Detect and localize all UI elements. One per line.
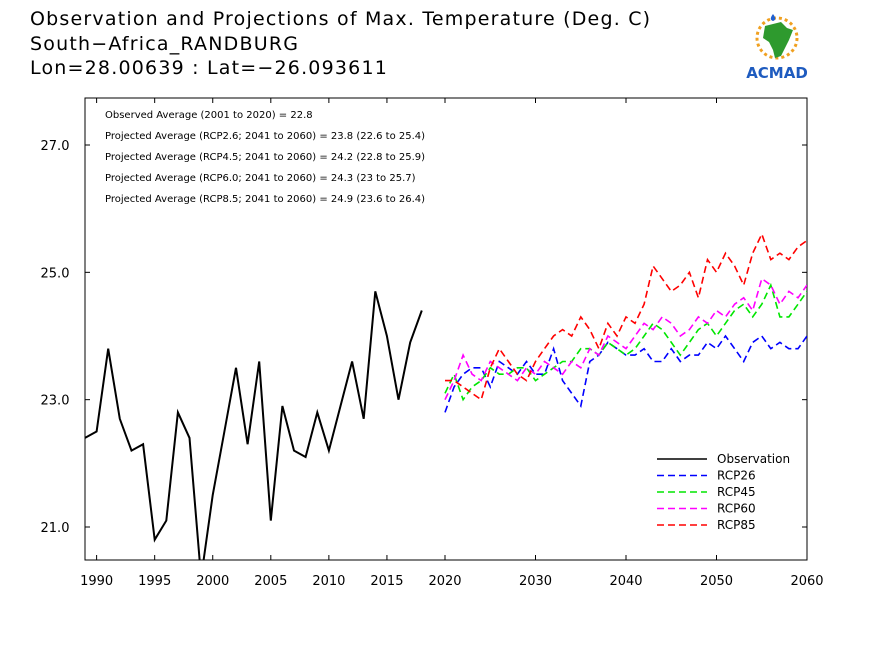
x-tick-label: 1990 — [80, 574, 113, 589]
x-tick-label: 2015 — [370, 574, 403, 589]
chart-title: Observation and Projections of Max. Temp… — [30, 8, 652, 30]
series-line-rcp85 — [445, 232, 807, 402]
station-coordinates: Lon=28.00639 : Lat=−26.093611 — [30, 57, 389, 79]
stat-line: Projected Average (RCP2.6; 2041 to 2060)… — [105, 131, 425, 142]
x-tick-label: 2000 — [196, 574, 229, 589]
x-tick-label: 1995 — [138, 574, 171, 589]
legend-label: Observation — [717, 452, 790, 466]
legend-label: RCP60 — [717, 502, 756, 516]
y-tick-label: 25.0 — [41, 266, 70, 281]
acmad-logo: ACMAD — [746, 14, 808, 82]
legend-label: RCP45 — [717, 485, 756, 499]
series-line-rcp45 — [444, 282, 807, 402]
stat-line: Projected Average (RCP4.5; 2041 to 2060)… — [105, 152, 425, 163]
x-tick-label: 2040 — [609, 574, 642, 589]
x-tick-label: 2005 — [254, 574, 287, 589]
x-tick-label: 2060 — [790, 574, 823, 589]
legend-label: RCP85 — [717, 518, 756, 532]
x-tick-label: 2030 — [519, 574, 552, 589]
axes: 1990 1995 2000 2005 2010 2015 2020 2030 2040 2050… — [41, 98, 824, 589]
logo-text: ACMAD — [746, 64, 808, 82]
y-tick-label: 23.0 — [41, 394, 70, 409]
plot-frame — [84, 97, 808, 561]
station-name: South−Africa_RANDBURG — [30, 33, 300, 55]
y-tick-label: 27.0 — [41, 139, 70, 154]
stat-line: Observed Average (2001 to 2020) = 22.8 — [105, 110, 313, 121]
plot-border — [84, 97, 808, 561]
stat-line: Projected Average (RCP6.0; 2041 to 2060)… — [105, 173, 416, 184]
y-tick-label: 21.0 — [41, 521, 70, 536]
series-lines — [85, 232, 807, 560]
africa-map-logo — [755, 14, 799, 60]
legend: Observation RCP26 RCP45 RCP60 RCP85 — [657, 452, 790, 532]
x-tick-label: 2020 — [428, 574, 461, 589]
stat-annotations: Observed Average (2001 to 2020) = 22.8 Pr… — [105, 110, 425, 205]
series-line-rcp60 — [444, 277, 807, 401]
x-tick-label: 2010 — [312, 574, 345, 589]
stat-line: Projected Average (RCP8.5; 2041 to 2060)… — [105, 194, 425, 205]
legend-label: RCP26 — [717, 469, 756, 483]
x-tick-label: 2050 — [700, 574, 733, 589]
series-line-rcp26 — [444, 334, 807, 413]
series-line-observation — [85, 291, 423, 560]
